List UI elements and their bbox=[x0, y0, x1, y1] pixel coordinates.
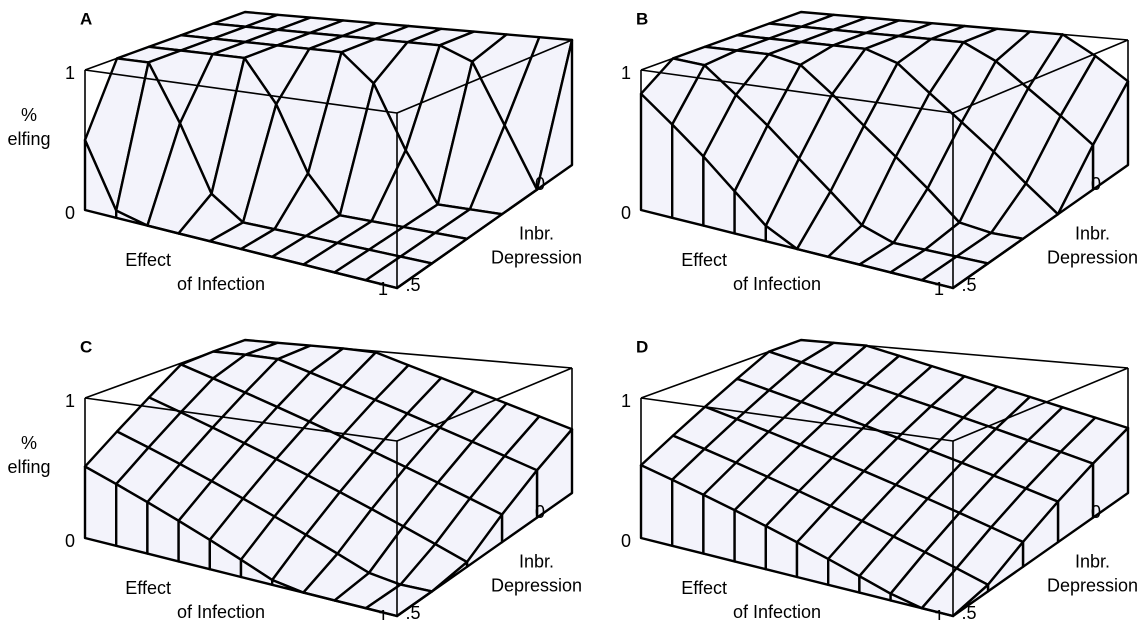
box-edge bbox=[244, 11, 573, 41]
z-tick-label: 0 bbox=[621, 203, 631, 223]
box-edge bbox=[800, 339, 1129, 369]
box-edge bbox=[396, 164, 573, 289]
z-axis-label: elfing bbox=[7, 129, 50, 149]
panel: 0 1 1 0 .5 Effect of Infection Inbr. Depression B bbox=[621, 9, 1138, 298]
panel: 0 1 1 0 .5 Effect of Infection Inbr. Depression D bbox=[621, 337, 1138, 620]
front-skirt bbox=[639, 463, 674, 548]
y-axis-label: Inbr. bbox=[1075, 551, 1110, 571]
y-tick-label: 0 bbox=[535, 174, 545, 194]
y-axis-label: Inbr. bbox=[519, 223, 554, 243]
z-axis-label: % bbox=[21, 105, 37, 125]
box-edge bbox=[640, 397, 954, 442]
box-edge bbox=[640, 11, 802, 71]
x-axis-label: Effect bbox=[125, 578, 171, 598]
box-edge bbox=[396, 367, 573, 442]
z-tick-label: 1 bbox=[65, 391, 75, 411]
y-axis-label: Inbr. bbox=[1075, 223, 1110, 243]
box-edge bbox=[952, 367, 1129, 442]
z-tick-label: 0 bbox=[65, 203, 75, 223]
x-axis-label: Effect bbox=[681, 578, 727, 598]
z-tick-label: 0 bbox=[65, 531, 75, 551]
box-edge bbox=[396, 39, 573, 114]
x-tick-label: 1 bbox=[934, 279, 944, 299]
box-edge bbox=[640, 339, 802, 399]
y-tick-label: .5 bbox=[405, 275, 420, 295]
z-axis-label: % bbox=[21, 433, 37, 453]
box-edge bbox=[640, 209, 954, 289]
y-tick-label: .5 bbox=[961, 603, 976, 620]
x-tick-label: 1 bbox=[378, 279, 388, 299]
x-tick-label: 1 bbox=[378, 607, 388, 620]
z-tick-label: 0 bbox=[621, 531, 631, 551]
y-tick-label: 0 bbox=[535, 502, 545, 522]
z-tick-label: 1 bbox=[621, 63, 631, 83]
x-tick-label: 1 bbox=[934, 607, 944, 620]
y-axis-label: Inbr. bbox=[519, 551, 554, 571]
y-axis-label: Depression bbox=[491, 575, 582, 595]
x-axis-label: of Infection bbox=[733, 602, 821, 620]
z-tick-label: 1 bbox=[65, 63, 75, 83]
box-edge bbox=[84, 69, 398, 114]
box-edge bbox=[244, 339, 573, 369]
panel-title: B bbox=[636, 9, 648, 28]
box-edge bbox=[800, 11, 1129, 41]
y-tick-label: 0 bbox=[1091, 502, 1101, 522]
y-axis-label: Depression bbox=[1047, 247, 1138, 267]
x-axis-label: Effect bbox=[681, 250, 727, 270]
panel-title: A bbox=[80, 9, 92, 28]
panel: 0 1 1 0 .5 Effect of Infection Inbr. Depression%… bbox=[7, 9, 582, 298]
box-edge bbox=[640, 537, 954, 617]
y-tick-label: .5 bbox=[961, 275, 976, 295]
y-tick-label: .5 bbox=[405, 603, 420, 620]
panel-title: D bbox=[636, 337, 648, 356]
x-axis-label: of Infection bbox=[177, 274, 265, 294]
box-edge bbox=[952, 492, 1129, 617]
box-edge bbox=[952, 164, 1129, 289]
z-axis-label: elfing bbox=[7, 457, 50, 477]
box-edge bbox=[84, 397, 398, 442]
box-edge bbox=[84, 11, 246, 71]
box-edge bbox=[396, 492, 573, 617]
box-edge bbox=[84, 339, 246, 399]
x-axis-label: of Infection bbox=[733, 274, 821, 294]
z-tick-label: 1 bbox=[621, 391, 631, 411]
box-edge bbox=[84, 209, 398, 289]
panel-title: C bbox=[80, 337, 92, 356]
x-axis-label: Effect bbox=[125, 250, 171, 270]
box-edge bbox=[84, 537, 398, 617]
y-axis-label: Depression bbox=[491, 247, 582, 267]
y-tick-label: 0 bbox=[1091, 174, 1101, 194]
box-edge bbox=[952, 39, 1129, 114]
panel: 0 1 1 0 .5 Effect of Infection Inbr. Depression%… bbox=[7, 337, 582, 620]
x-axis-label: of Infection bbox=[177, 602, 265, 620]
y-axis-label: Depression bbox=[1047, 575, 1138, 595]
box-edge bbox=[640, 69, 954, 114]
